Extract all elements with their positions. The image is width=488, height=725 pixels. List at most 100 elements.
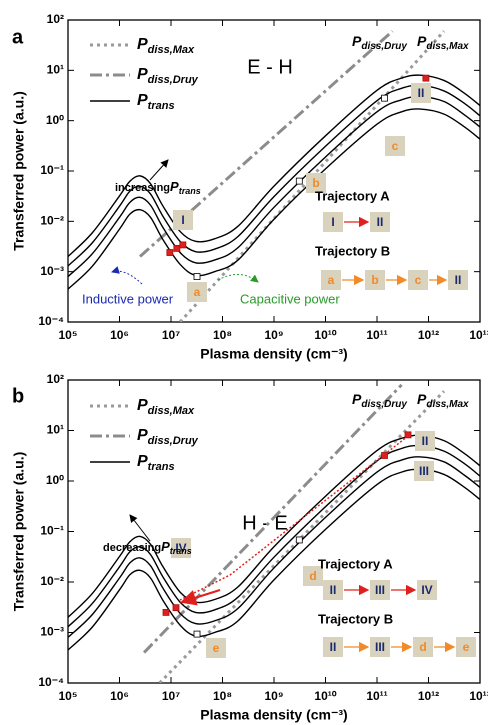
y-tick-label: 10¹ (47, 63, 64, 77)
y-tick-label: 10¹ (47, 423, 64, 437)
box-label: III (419, 464, 429, 478)
note-text: decreasing (103, 542, 161, 554)
label-box (323, 580, 343, 600)
box-label: II (422, 434, 429, 448)
series-line (68, 468, 480, 651)
top-label: Pdiss,Druy (352, 33, 407, 52)
highlight-point (404, 431, 412, 439)
top-label-symbol: P (352, 33, 362, 49)
legend-symbol: P (137, 427, 148, 444)
y-tick-label: 10⁻² (40, 574, 64, 588)
box-label: I (181, 213, 184, 227)
power-label: Inductive power (82, 291, 174, 306)
label-box (417, 580, 437, 600)
series-line (142, 383, 403, 654)
highlight-point (162, 609, 170, 616)
highlight-point (179, 241, 187, 249)
box-label: II (455, 273, 462, 287)
x-tick-label: 10¹² (418, 328, 439, 342)
note: decreasingPtrans (103, 539, 192, 556)
highlight-point (381, 452, 388, 459)
legend-subscript: diss,Druy (148, 74, 199, 86)
note-text: increasing (115, 182, 170, 194)
y-tick-label: 10⁰ (46, 473, 64, 487)
label-box (321, 270, 341, 290)
legend-symbol: P (137, 453, 148, 470)
box-label: d (419, 640, 426, 654)
note-symbol: P (161, 539, 170, 554)
top-label-subscript: diss,Druy (361, 399, 407, 410)
legend-label: Pdiss,Max (137, 397, 195, 417)
x-axis-label: Plasma density (cm⁻³) (200, 346, 347, 362)
power-label: Capacitive power (240, 291, 340, 306)
box-label: e (463, 640, 470, 654)
label-box (171, 538, 191, 558)
note-symbol: P (170, 179, 179, 194)
box-label: II (418, 86, 425, 100)
label-box (187, 282, 207, 302)
top-label-subscript: diss,Max (426, 41, 469, 52)
legend-symbol: P (137, 92, 148, 109)
series-line (68, 108, 480, 290)
x-tick-label: 10⁵ (59, 689, 78, 703)
label-box (413, 637, 433, 657)
y-tick-label: 10⁻⁴ (38, 314, 64, 328)
trajectory-title: Trajectory A (315, 188, 390, 203)
panel: 10⁵ 10⁶ 10⁷ 10⁸ 10⁹ 10¹⁰ 10¹¹ 10¹² 10¹³ 10⁻⁴ 10⁻³ 1… (11, 12, 488, 362)
top-label: Pdiss,Druy (352, 391, 407, 410)
y-tick-label: 10⁻³ (40, 264, 64, 278)
x-tick-label: 10⁹ (264, 328, 283, 342)
label-box (323, 637, 343, 657)
note-subscript: trans (179, 186, 201, 196)
panel: 10⁵ 10⁶ 10⁷ 10⁸ 10⁹ 10¹⁰ 10¹¹ 10¹² 10¹³ 10⁻⁴ 10⁻³ 1… (11, 372, 488, 723)
trajectory-title: Trajectory A (318, 556, 393, 571)
top-label-symbol: P (417, 391, 427, 407)
panel-title: H - E (242, 512, 288, 534)
highlight-point (193, 273, 201, 280)
label-box (408, 270, 428, 290)
label-box (456, 637, 476, 657)
panel-title: E - H (247, 56, 293, 78)
box-label: II (330, 640, 337, 654)
box-label: I (331, 215, 334, 229)
legend-label: Pdiss,Druy (137, 66, 199, 86)
box-label: b (312, 176, 319, 190)
capacitive-arrow (217, 274, 259, 283)
series-line (68, 74, 480, 258)
highlight-point (295, 536, 303, 544)
highlight-point (166, 249, 174, 256)
label-box (370, 637, 390, 657)
x-tick-label: 10⁹ (264, 689, 283, 703)
y-axis-label: Transferred power (a.u.) (11, 452, 27, 611)
x-tick-label: 10⁸ (213, 328, 232, 342)
label-box (385, 136, 405, 156)
x-tick-label: 10⁷ (162, 689, 180, 703)
return-path (179, 435, 409, 601)
box-label: b (371, 273, 378, 287)
highlight-point (173, 244, 181, 252)
note: increasingPtrans (115, 179, 201, 196)
label-box (370, 212, 390, 232)
box-label: e (213, 641, 220, 655)
label-box (448, 270, 468, 290)
trajectory-title: Trajectory B (315, 243, 390, 258)
series-line (68, 456, 480, 638)
trajectory-title: Trajectory B (318, 611, 393, 626)
label-box (306, 173, 326, 193)
x-tick-label: 10¹² (418, 689, 439, 703)
legend-subscript: diss,Druy (148, 435, 199, 447)
box-label: IV (175, 541, 186, 555)
top-label: Pdiss,Max (417, 33, 469, 52)
box-label: a (194, 285, 201, 299)
x-tick-label: 10⁶ (110, 328, 129, 342)
note-arrow (149, 159, 169, 181)
legend-symbol: P (137, 397, 148, 414)
y-tick-label: 10⁻³ (40, 625, 64, 639)
legend-subscript: trans (148, 461, 175, 473)
legend-label: Pdiss,Max (137, 36, 195, 56)
inductive-arrow (111, 266, 143, 285)
label-box (414, 461, 434, 481)
legend-label: Pdiss,Druy (137, 427, 199, 447)
label-box (303, 566, 323, 586)
